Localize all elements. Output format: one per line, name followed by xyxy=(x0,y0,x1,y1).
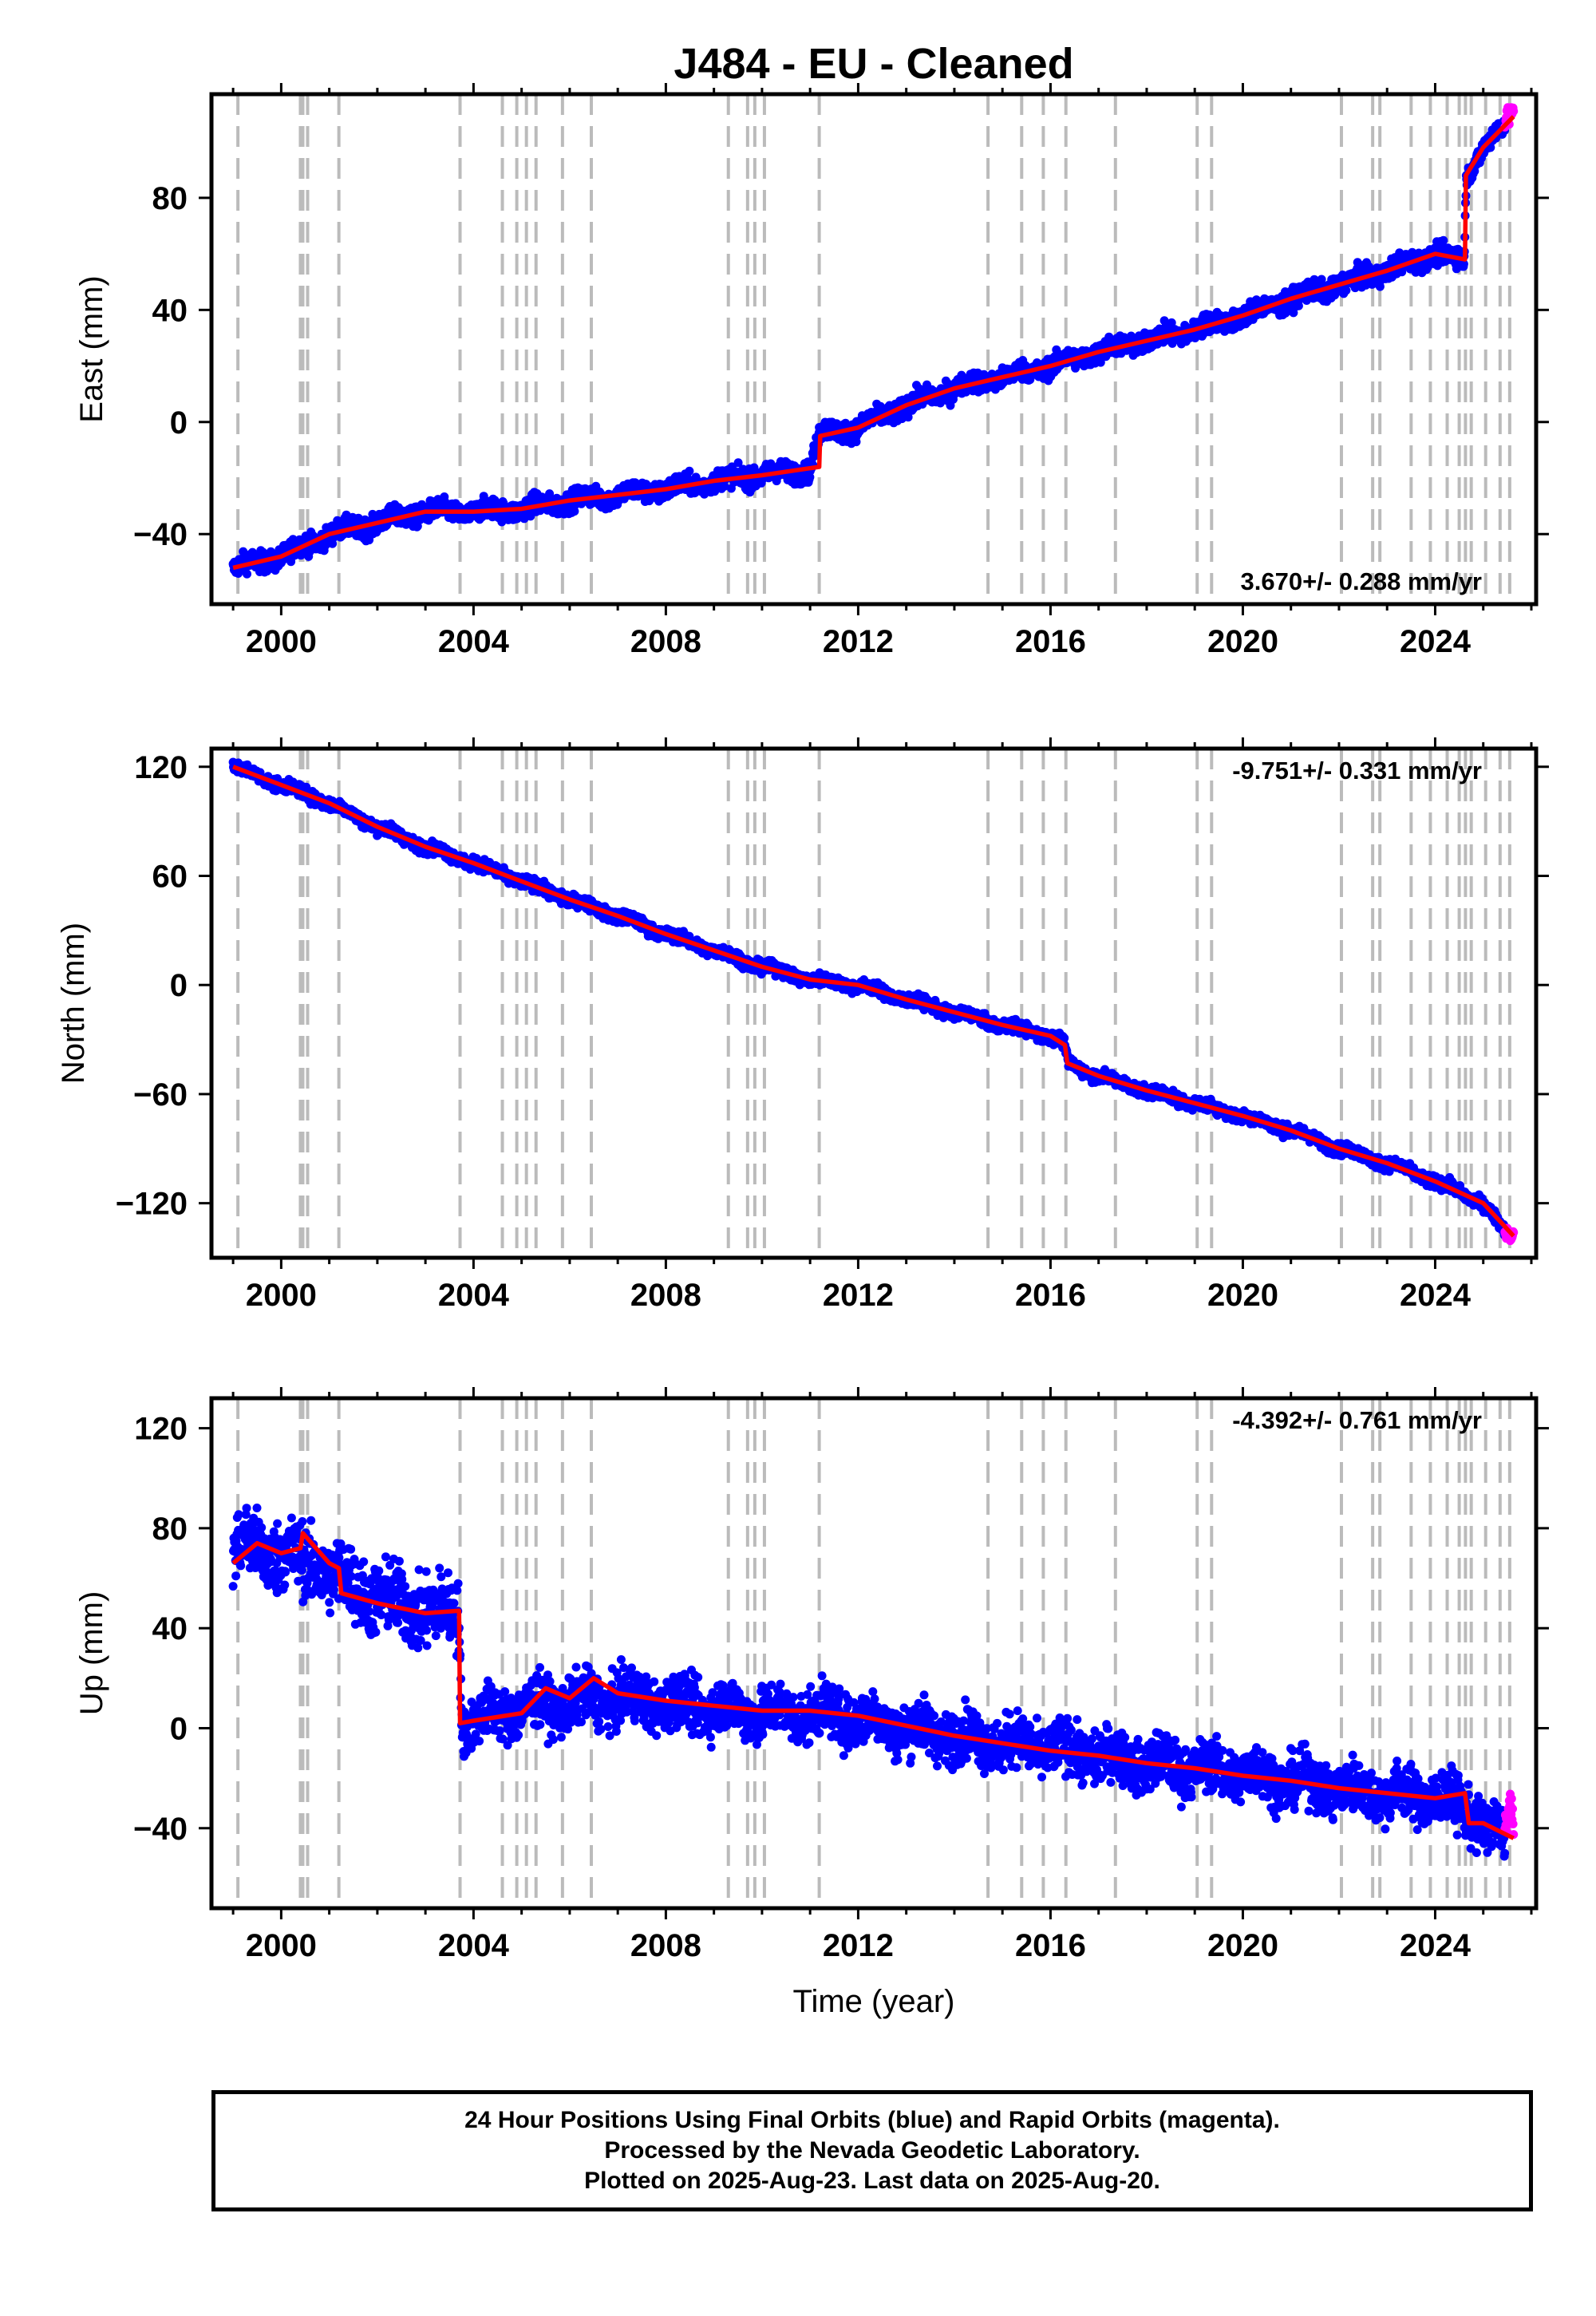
east-data-point xyxy=(1289,308,1298,318)
east-data-point xyxy=(903,413,913,422)
east-data-point xyxy=(851,437,861,447)
east-x-tick-label: 2024 xyxy=(1400,624,1472,659)
east-data-point xyxy=(1341,286,1351,295)
east-x-tick-label: 2008 xyxy=(630,624,701,659)
east-data-point xyxy=(1509,106,1519,116)
east-x-tick-label: 2012 xyxy=(823,624,894,659)
east-y-tick-label: 80 xyxy=(152,181,188,216)
east-data-point xyxy=(1375,282,1385,291)
chart-title: J484 - EU - Cleaned xyxy=(674,40,1073,88)
east-y-tick-label: 40 xyxy=(152,293,188,328)
east-y-tick-label: −40 xyxy=(133,517,188,552)
east-data-point xyxy=(1459,259,1468,269)
panel-north: 2000 2004 2008 2012 2016 2020 2024120600−60−12… xyxy=(56,737,1549,1313)
panel-east: 2000 2004 2008 2012 2016 2020 2024 80 40 0 −40 East… xyxy=(74,83,1549,659)
north-plot-area xyxy=(228,749,1519,1258)
east-data-point xyxy=(685,466,694,476)
east-model-fit-line xyxy=(232,115,1515,571)
east-x-tick-label: 2016 xyxy=(1015,624,1086,659)
east-frame xyxy=(209,92,1539,607)
north-final-orbit-points xyxy=(228,757,1510,1240)
east-x-tick-label: 2000 xyxy=(246,624,317,659)
east-plot-area xyxy=(228,94,1519,604)
east-x-tick-label: 2004 xyxy=(438,624,510,659)
east-data-point xyxy=(1167,318,1176,327)
east-x-tick-label: 2020 xyxy=(1207,624,1278,659)
east-y-tick-label: 0 xyxy=(170,405,188,441)
east-data-point xyxy=(733,458,743,468)
east-final-orbit-points xyxy=(228,117,1510,579)
east-rate-label: 3.670+/- 0.288 mm/yr xyxy=(1241,567,1482,595)
east-data-point xyxy=(243,569,251,579)
east-y-axis-label: East (mm) xyxy=(74,275,109,422)
east-data-point xyxy=(1439,235,1448,245)
east-data-point xyxy=(720,481,729,491)
